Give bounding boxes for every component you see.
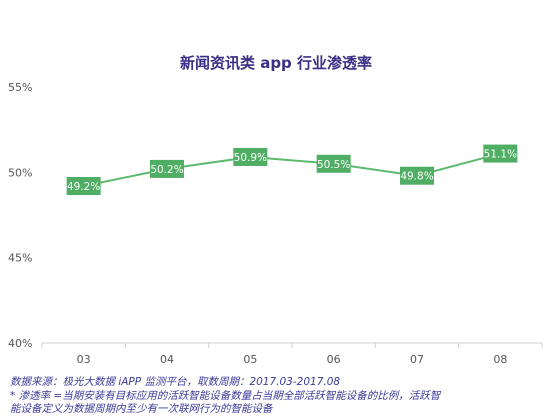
- y-axis: 55% 50% 45% 40%: [8, 81, 32, 350]
- data-label: 50.5%: [317, 159, 350, 171]
- data-label-box: [316, 154, 351, 173]
- x-axis: 03 04 05 06 07 08: [41, 342, 543, 366]
- data-label-box: [400, 166, 434, 185]
- data-label-layer: 49.2% 50.2% 50.9% 50.5% 49.8% 51.1%: [66, 144, 518, 195]
- data-label: 50.9%: [234, 152, 267, 164]
- y-tick-label: 55%: [8, 81, 32, 94]
- y-tick-label: 45%: [8, 252, 32, 265]
- series-layer: [81, 151, 503, 189]
- series-line: [83, 152, 501, 187]
- data-label-box: [233, 147, 268, 166]
- data-label-box: [483, 144, 518, 163]
- data-label-box: [66, 176, 101, 195]
- data-label: 51.1%: [484, 149, 517, 161]
- y-tick-label: 40%: [8, 337, 32, 350]
- footnote-definition-line-1: * 渗透率 =当期安装有目标应用的活跃智能设备数量占当期全部活跃智能设备的比例，…: [10, 390, 441, 402]
- x-tick-label: 03: [77, 353, 91, 366]
- y-tick-label: 50%: [8, 166, 32, 179]
- footnote-source: 数据来源：极光大数据 iAPP 监测平台，取数周期：2017.03-2017.0…: [10, 376, 341, 388]
- x-tick-label: 07: [410, 353, 424, 366]
- data-label: 49.8%: [400, 171, 433, 183]
- data-label-box: [150, 159, 184, 178]
- x-tick-label: 04: [160, 353, 174, 366]
- x-tick-label: 05: [243, 353, 257, 366]
- data-label: 50.2%: [150, 164, 183, 176]
- x-tick-label: 08: [493, 353, 507, 366]
- footnote-definition-line-2: 能设备定义为数据周期内至少有一次联网行为的智能设备: [10, 403, 273, 415]
- x-tick-label: 06: [327, 353, 341, 366]
- data-label: 49.2%: [67, 181, 100, 193]
- chart-title: 新闻资讯类 app 行业渗透率: [180, 54, 372, 72]
